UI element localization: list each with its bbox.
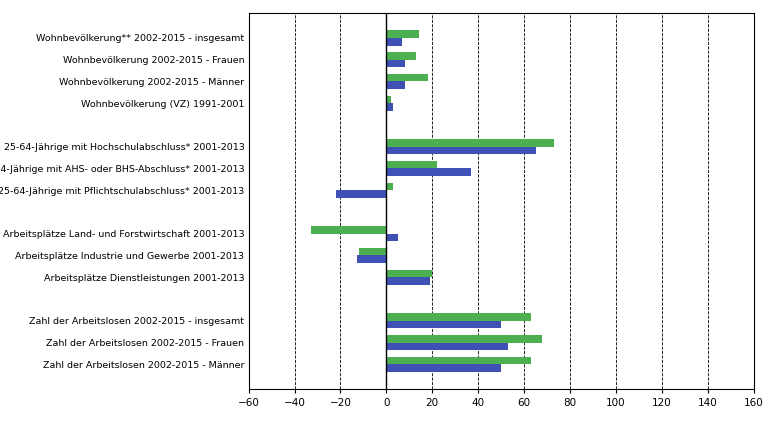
Bar xyxy=(386,168,472,176)
Bar xyxy=(386,277,430,285)
Bar xyxy=(386,161,437,168)
Bar xyxy=(386,321,501,328)
Bar xyxy=(386,357,531,364)
Bar xyxy=(386,139,554,147)
Bar xyxy=(386,183,393,190)
Bar xyxy=(386,270,432,277)
Bar xyxy=(386,364,501,372)
Bar xyxy=(357,255,386,263)
Bar xyxy=(386,60,405,67)
Bar xyxy=(386,147,535,154)
Bar xyxy=(386,38,402,46)
Bar xyxy=(386,234,398,241)
Bar xyxy=(386,95,391,103)
Bar xyxy=(311,226,386,234)
Bar xyxy=(386,74,427,81)
Bar xyxy=(386,343,508,350)
Bar xyxy=(359,248,386,255)
Bar xyxy=(386,52,416,60)
Bar xyxy=(386,30,419,38)
Bar xyxy=(386,335,542,343)
Bar xyxy=(386,103,393,111)
Bar xyxy=(386,313,531,321)
Bar xyxy=(336,190,386,198)
Bar xyxy=(386,81,405,89)
